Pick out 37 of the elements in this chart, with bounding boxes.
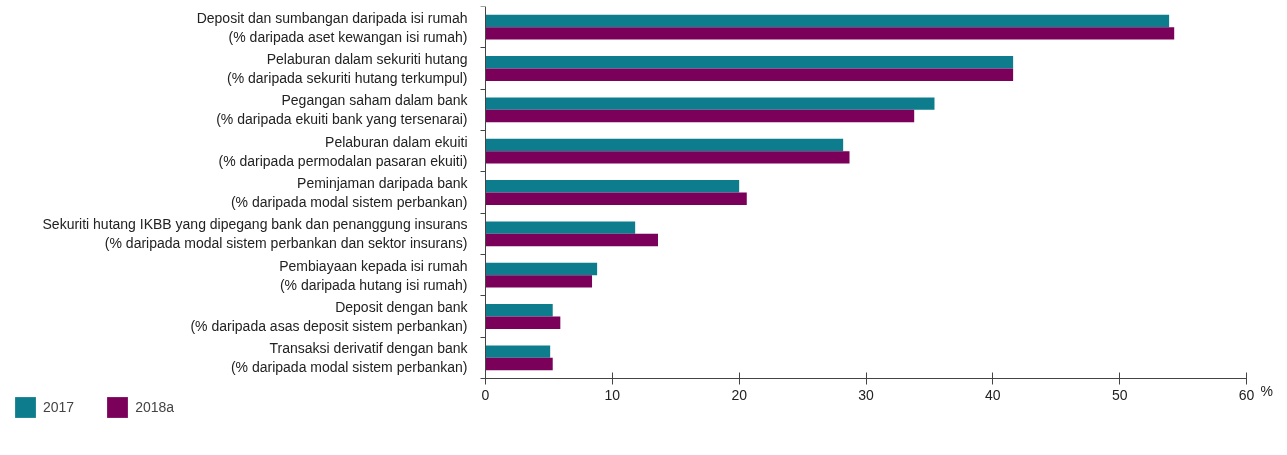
bar	[485, 138, 844, 152]
bar	[485, 56, 1014, 69]
bar	[485, 68, 1014, 81]
x-tick-label: 50	[1111, 386, 1128, 403]
bar	[485, 233, 658, 247]
x-tick-label: 40	[985, 386, 1001, 403]
bar	[485, 27, 1175, 40]
bar	[485, 221, 636, 234]
y-tick-label: Transaksi derivatif dengan bank (% daripada modal sistem perbankan)	[230, 340, 469, 376]
y-tick-label: Peminjaman daripada bank (% daripada modal sistem perbankan)	[230, 174, 469, 211]
y-tick-label: Pembiayaan kepada isi rumah (% daripada hutang isi rumah)	[279, 257, 468, 293]
x-tick-label: 30	[858, 386, 874, 403]
legend-label: 2017	[43, 399, 75, 415]
y-tick-label: Pelaburan dalam ekuiti (% daripada permodalan pasaran ekuiti)	[218, 133, 468, 169]
bar	[485, 275, 593, 288]
y-tick-label: Deposit dengan bank (% daripada asas deposit sistem perbankan)	[190, 298, 469, 335]
bar	[485, 304, 553, 317]
bar	[485, 14, 1170, 28]
bar	[485, 180, 740, 193]
bar	[485, 357, 553, 371]
x-tick-label: 60	[1238, 386, 1255, 403]
legend-label: 2018a	[135, 399, 175, 415]
bar	[485, 109, 915, 123]
y-tick-label: Sekuriti hutang IKBB yang dipegang bank dan penanggung insurans (% daripada modal sistem perbankan dan sektor insurans)	[42, 216, 468, 252]
bar	[485, 345, 551, 358]
bar	[485, 316, 561, 329]
bar	[485, 97, 935, 110]
x-tick-label: 10	[604, 386, 621, 403]
bar	[485, 262, 598, 276]
x-axis-title: %	[1260, 382, 1273, 399]
x-tick-label: 20	[731, 386, 748, 403]
y-tick-label: Pegangan saham dalam bank (% daripada ekuiti bank yang tersenarai)	[216, 92, 469, 128]
y-tick-label: Pelaburan dalam sekuriti hutang (% daripada sekuriti hutang terkumpul)	[227, 50, 468, 87]
bar	[485, 192, 747, 205]
x-tick-label: 0	[481, 386, 490, 403]
y-tick-label: Deposit dan sumbangan daripada isi rumah (% daripada aset kewangan isi rumah)	[196, 9, 468, 45]
bar	[485, 151, 850, 164]
